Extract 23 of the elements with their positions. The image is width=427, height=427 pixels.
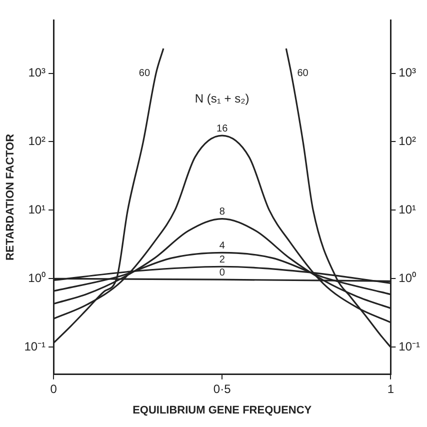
y-tick-label: 10¹	[28, 202, 46, 217]
text: 10²	[398, 134, 416, 148]
text: 10⁻¹	[398, 339, 420, 354]
x-tick-label: 0·5	[213, 382, 232, 396]
annotation: N (s₁ + s₂)	[194, 91, 250, 106]
series-label: 60	[138, 68, 150, 80]
x-axis-title: EQUILIBRIUM GENE FREQUENCY	[132, 404, 312, 416]
y-tick-label: 10⁰	[28, 270, 46, 285]
y-axis-title: RETARDATION FACTOR	[4, 134, 17, 260]
y-tick-label: 10³	[28, 66, 46, 80]
y-tick-label: 10⁻¹	[24, 339, 46, 354]
series-label: 0	[219, 267, 226, 278]
x-tick-label: 1	[387, 382, 394, 396]
text: 60	[297, 68, 308, 80]
series-label: 2	[219, 254, 226, 266]
text: 10⁰	[398, 270, 416, 285]
x-tick-label: 0	[50, 382, 58, 396]
text: 10³	[398, 66, 416, 80]
y-tick-label: 10²	[28, 134, 46, 148]
text: 10¹	[398, 202, 416, 217]
series-label: 16	[216, 123, 228, 134]
series-label: 8	[219, 206, 226, 218]
series-label: 4	[219, 240, 226, 252]
